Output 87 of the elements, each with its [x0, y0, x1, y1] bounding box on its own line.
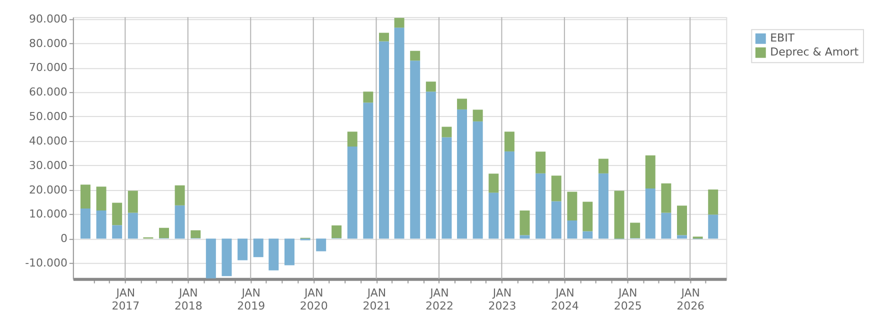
legend-label: Deprec & Amort — [770, 46, 860, 59]
bar — [472, 110, 483, 122]
bar — [551, 176, 562, 202]
bar — [598, 173, 608, 239]
bar — [661, 212, 672, 239]
y-tick-label: 90.000 — [29, 12, 68, 26]
y-tick-label: -10.000 — [25, 256, 68, 270]
bar — [174, 205, 185, 239]
y-tick-label: 60.000 — [29, 86, 68, 99]
x-tick-label: JAN 2020 — [300, 286, 328, 312]
bar — [582, 231, 593, 239]
bar — [442, 137, 452, 239]
x-tick-label: JAN 2022 — [426, 286, 454, 312]
bar — [378, 32, 389, 42]
bar — [567, 220, 578, 239]
bar — [112, 225, 122, 239]
y-tick-label: 0 — [60, 232, 68, 246]
bar — [96, 186, 106, 211]
bar — [426, 92, 436, 239]
bar — [457, 98, 468, 110]
y-tick-label: 10.000 — [29, 208, 68, 221]
bar — [614, 190, 624, 239]
x-tick-label: JAN 2021 — [362, 286, 391, 312]
x-tick-label: JAN 2018 — [174, 286, 202, 312]
y-tick-label: 80.000 — [29, 36, 68, 50]
bar — [222, 238, 232, 276]
bar — [174, 185, 185, 206]
bar — [112, 202, 122, 226]
bar — [347, 146, 358, 239]
bar — [677, 206, 687, 236]
bar — [504, 132, 514, 152]
legend-label: EBIT — [770, 32, 795, 45]
bar — [394, 18, 404, 28]
bar — [536, 152, 546, 174]
bar — [536, 173, 546, 239]
bar — [630, 222, 640, 238]
bar — [284, 238, 294, 266]
bar — [567, 192, 578, 221]
bar — [253, 238, 264, 258]
bar — [488, 174, 499, 193]
bar — [128, 190, 138, 213]
y-tick-label: 30.000 — [29, 158, 68, 172]
bar — [520, 210, 530, 236]
bar — [520, 235, 530, 239]
x-tick-label: JAN 2025 — [614, 286, 642, 312]
bar — [268, 238, 279, 270]
y-tick-label: 20.000 — [29, 183, 68, 196]
bar — [96, 210, 106, 239]
bar — [80, 208, 90, 239]
bar — [708, 190, 718, 215]
bar — [457, 109, 468, 239]
bar — [363, 102, 374, 239]
bar — [582, 202, 593, 232]
bar — [378, 41, 389, 239]
y-tick-label: 70.000 — [29, 61, 68, 74]
bar — [645, 155, 656, 189]
x-tick-label: JAN 2024 — [550, 286, 579, 312]
bar — [238, 238, 248, 260]
bar — [504, 151, 514, 239]
bar — [394, 28, 404, 239]
bar — [645, 188, 656, 239]
bar — [598, 158, 608, 174]
bar — [472, 121, 483, 239]
bar — [332, 225, 342, 238]
bar — [190, 230, 201, 238]
y-tick-label: 50.000 — [29, 110, 68, 124]
y-tick-label: 40.000 — [29, 134, 68, 148]
bar — [410, 50, 420, 61]
x-tick-label: JAN 2026 — [676, 286, 705, 312]
bar — [316, 238, 326, 252]
bar — [551, 201, 562, 239]
bar — [661, 183, 672, 213]
x-tick-label: JAN 2019 — [237, 286, 266, 312]
bar — [410, 60, 420, 239]
bar — [206, 238, 216, 278]
x-tick-label: JAN 2017 — [112, 286, 140, 312]
bar — [488, 192, 499, 239]
bar — [128, 212, 138, 239]
x-tick-label: JAN 2023 — [488, 286, 516, 312]
bar — [159, 228, 170, 238]
bar — [442, 126, 452, 138]
bar — [426, 82, 436, 92]
bar — [363, 92, 374, 103]
bar — [80, 184, 90, 209]
bar — [708, 214, 718, 239]
bar — [347, 132, 358, 147]
bar — [677, 235, 687, 239]
